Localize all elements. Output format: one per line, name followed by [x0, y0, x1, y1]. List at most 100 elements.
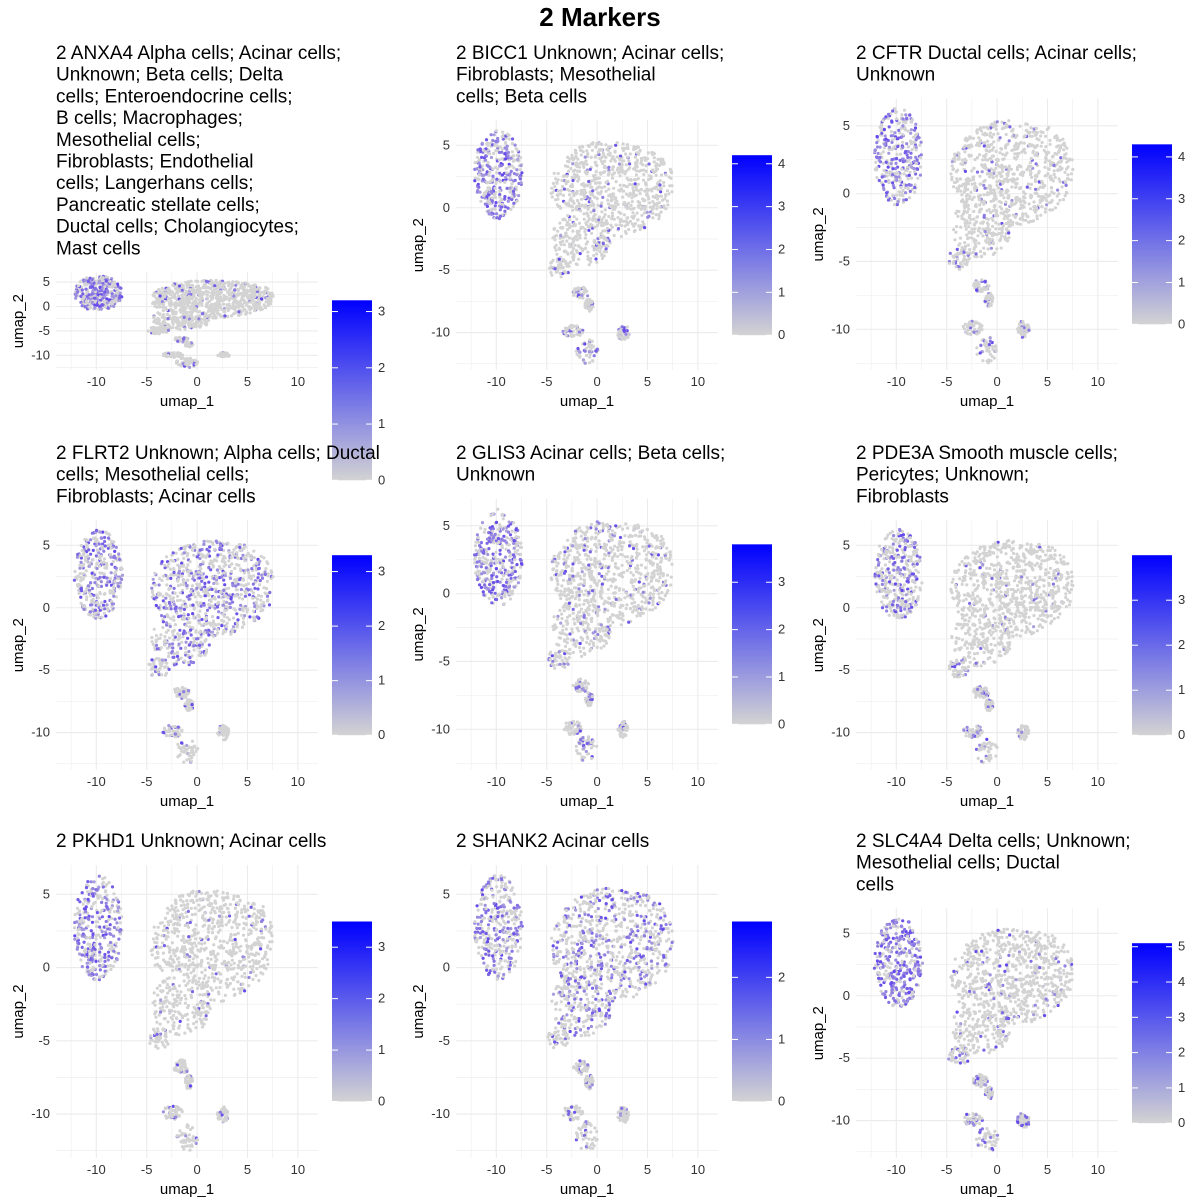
cell-point: [636, 182, 640, 186]
cell-point: [101, 603, 106, 607]
cell-point: [116, 577, 120, 581]
cell-point: [510, 182, 514, 186]
cell-point: [997, 222, 1001, 226]
cell-point: [949, 172, 953, 176]
cell-point: [570, 156, 575, 160]
cell-point: [1004, 200, 1008, 204]
cell-point: [588, 338, 592, 342]
cell-point: [1035, 151, 1039, 155]
cell-point: [486, 199, 490, 203]
cell-point: [576, 179, 580, 183]
cell-point: [967, 257, 971, 261]
cell-point: [191, 322, 195, 326]
cell-point: [603, 213, 607, 217]
cell-point: [652, 170, 656, 175]
cell-point: [498, 195, 502, 199]
cell-point: [85, 598, 89, 602]
cell-point: [648, 201, 652, 205]
cell-point: [109, 555, 113, 559]
cell-point: [1018, 172, 1022, 176]
cell-point: [1048, 138, 1052, 142]
cell-point: [985, 349, 989, 353]
cell-point: [900, 113, 904, 117]
cell-point: [173, 355, 177, 359]
cell-point: [220, 307, 224, 312]
cell-point: [1034, 191, 1038, 195]
cell-point: [593, 195, 597, 199]
cell-point: [898, 121, 902, 125]
cell-point: [575, 324, 579, 328]
cell-point: [589, 210, 593, 214]
panel-title-line: Unknown; Beta cells; Delta: [56, 65, 283, 86]
colorbar-label: 3: [378, 304, 385, 319]
cell-point: [955, 189, 960, 193]
cell-point: [987, 149, 991, 154]
cell-point: [988, 131, 993, 135]
cell-point: [518, 168, 522, 172]
cell-point: [630, 183, 635, 187]
cell-point: [222, 283, 226, 287]
cell-point: [962, 145, 966, 149]
cell-point: [628, 162, 632, 166]
cell-point: [592, 214, 596, 218]
cell-point: [492, 151, 496, 155]
cell-point: [614, 143, 618, 147]
cell-point: [178, 338, 183, 342]
cell-point: [1057, 177, 1061, 181]
feature-plot-panel: 2 ANXA4 Alpha cells; Acinar cells;Unknow…: [10, 43, 385, 487]
cell-point: [560, 178, 564, 183]
cell-point: [575, 250, 580, 254]
cell-point: [227, 298, 231, 302]
x-tick-label: 10: [691, 374, 705, 389]
cell-point: [208, 281, 212, 285]
cell-point: [985, 158, 990, 162]
cell-point: [200, 279, 204, 283]
cell-point: [563, 231, 568, 236]
cell-point: [117, 552, 121, 556]
cell-point: [890, 157, 894, 162]
cell-point: [96, 548, 100, 552]
cell-point: [580, 293, 584, 297]
cell-point: [592, 203, 596, 207]
cell-point: [505, 171, 509, 175]
cell-point: [230, 296, 235, 300]
cell-point: [979, 182, 983, 186]
cell-point: [889, 162, 893, 166]
cell-point: [986, 139, 990, 143]
cell-point: [896, 200, 900, 204]
panel-title-line: 2 CFTR Ductal cells; Acinar cells;: [856, 43, 1137, 64]
cell-point: [914, 145, 918, 149]
cell-point: [493, 143, 497, 147]
cell-point: [494, 181, 498, 185]
cell-point: [1030, 143, 1035, 147]
cell-point: [1064, 183, 1068, 187]
cell-point: [1035, 217, 1039, 221]
cell-point: [211, 289, 215, 293]
cell-point: [80, 304, 84, 308]
cell-point: [510, 164, 514, 168]
cell-point: [651, 205, 655, 209]
cell-point: [187, 341, 191, 345]
cell-point: [1059, 160, 1063, 164]
cell-point: [158, 294, 162, 298]
cell-point: [494, 212, 499, 216]
cell-point: [592, 253, 596, 258]
cell-point: [549, 270, 553, 275]
cell-point: [988, 339, 993, 343]
cell-point: [668, 184, 672, 188]
cell-point: [574, 207, 578, 211]
cell-point: [225, 306, 229, 310]
cell-point: [1043, 207, 1048, 211]
cell-point: [600, 210, 604, 214]
cell-point: [500, 202, 504, 206]
cell-point: [82, 551, 86, 555]
cell-point: [200, 321, 204, 325]
cell-point: [1019, 165, 1023, 169]
cell-point: [985, 297, 989, 301]
cell-point: [85, 538, 89, 542]
panel-title-line: 2 FLRT2 Unknown; Alpha cells; Ductal: [56, 443, 380, 464]
cell-point: [906, 145, 911, 149]
cell-point: [191, 308, 195, 312]
cell-point: [963, 150, 967, 154]
cell-point: [181, 362, 185, 366]
